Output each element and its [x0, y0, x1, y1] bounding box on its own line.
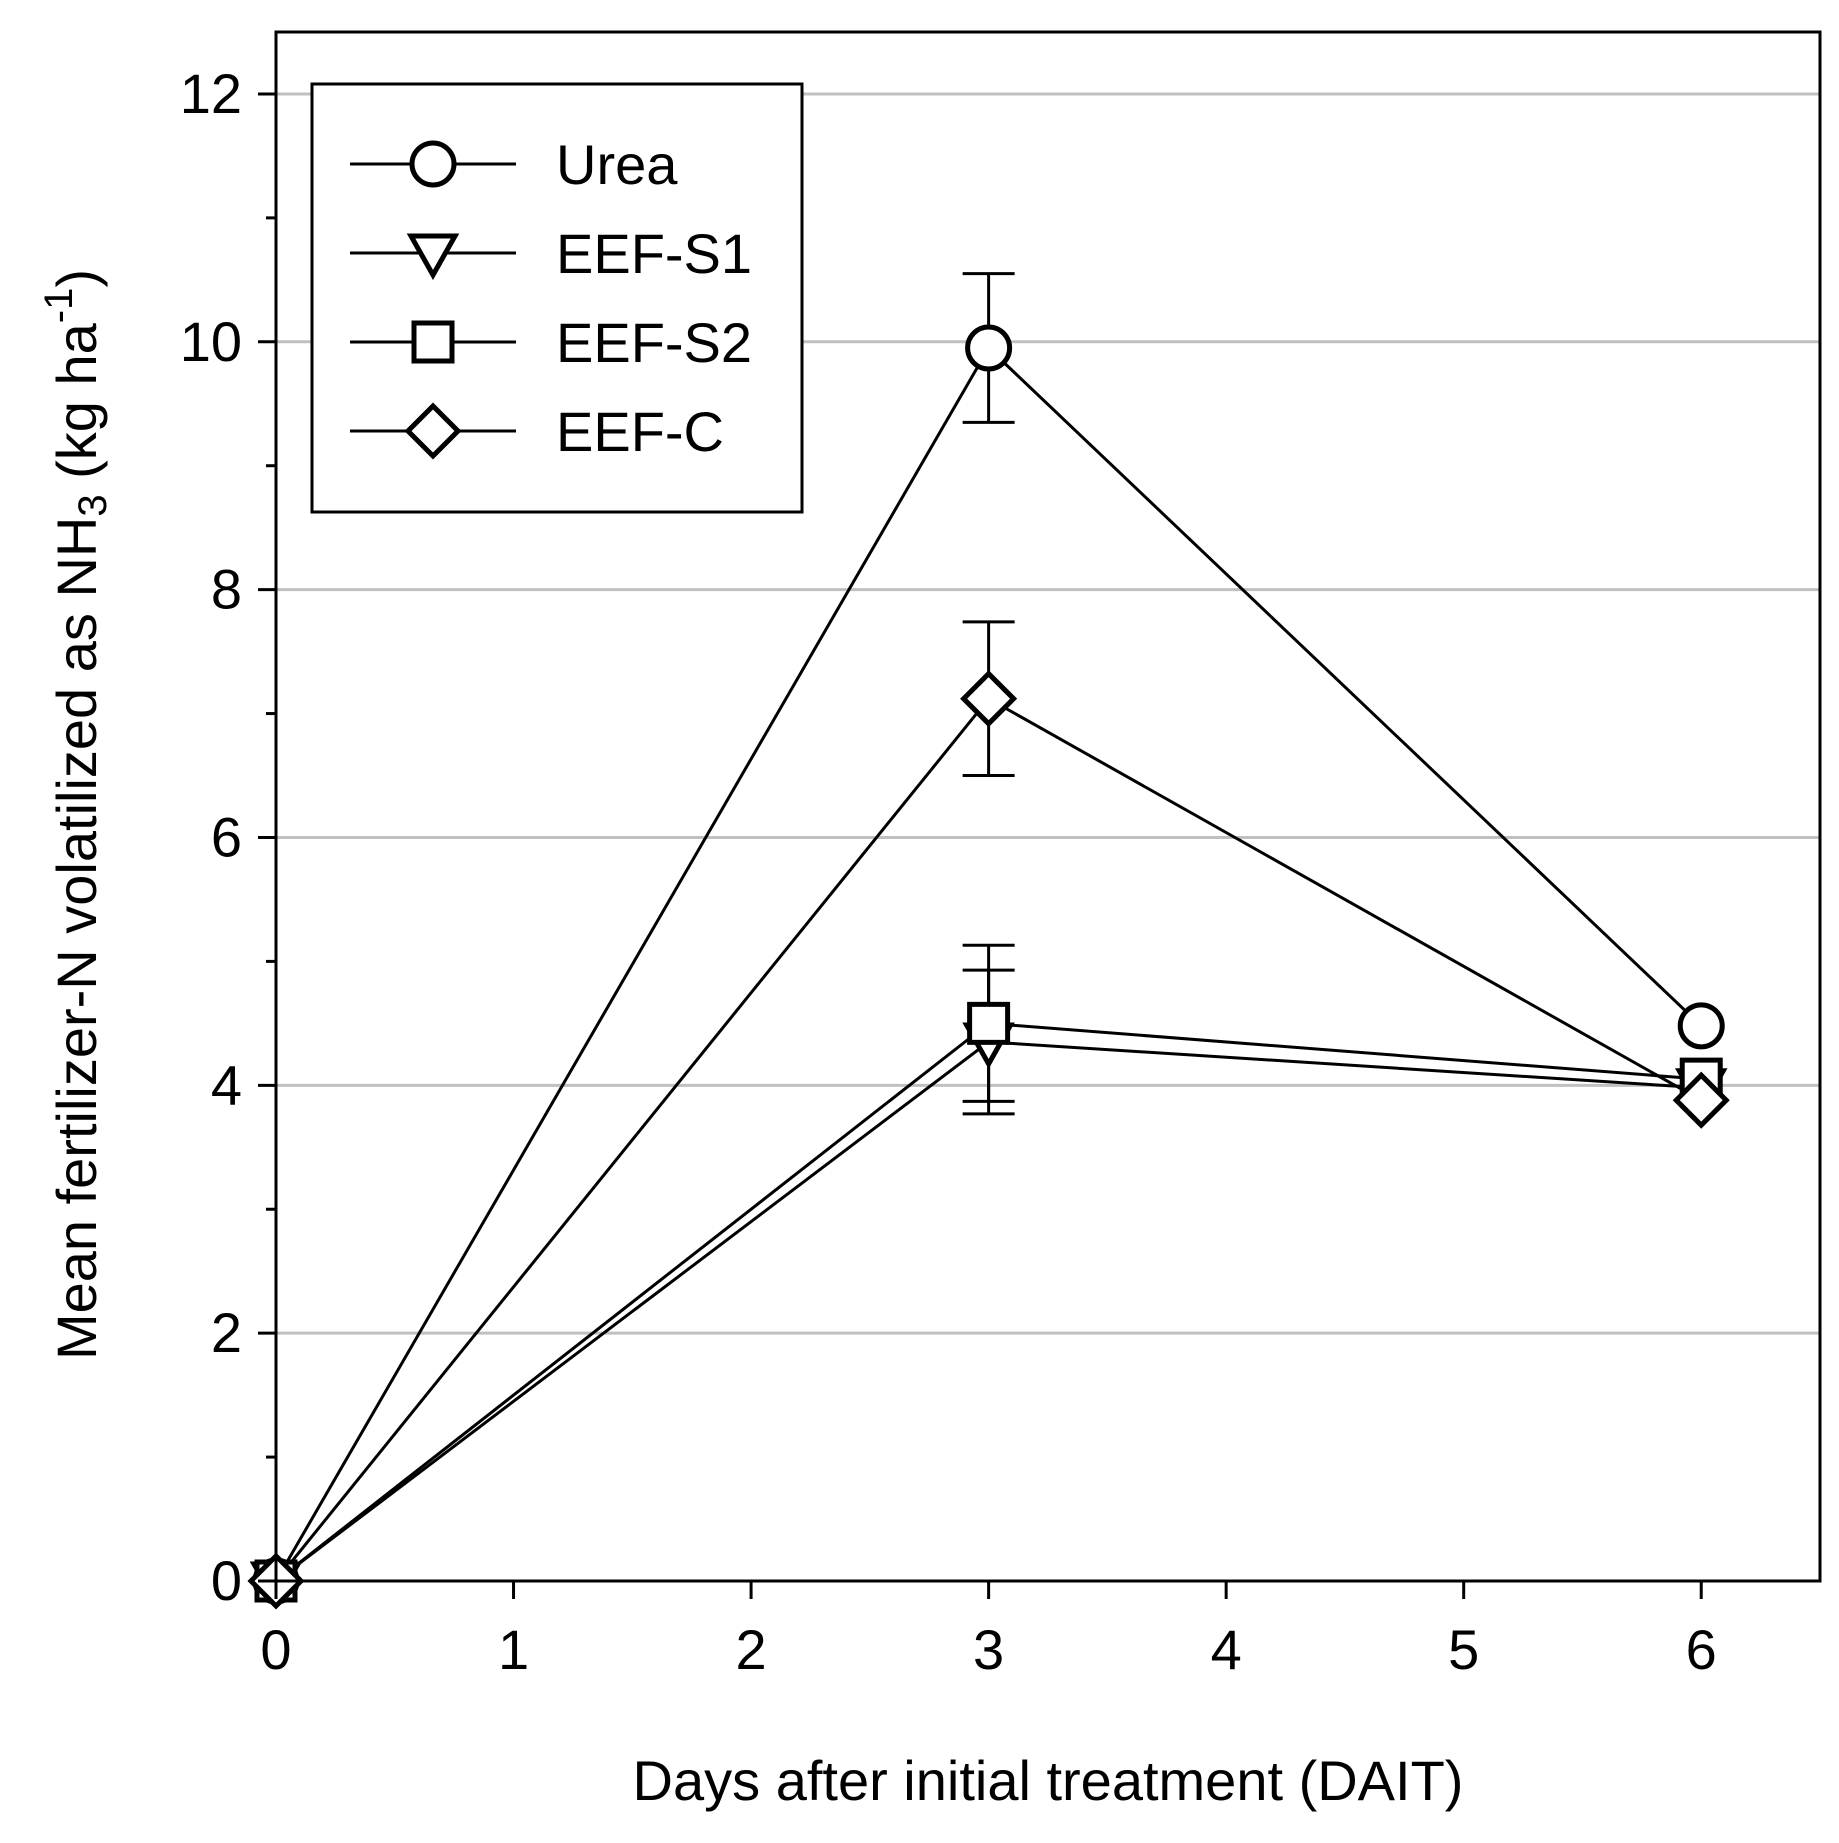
y-axis-title-unit-close: ): [45, 269, 108, 288]
legend-label-eef-s1: EEF-S1: [556, 222, 752, 285]
y-tick-label: 10: [180, 310, 242, 373]
series-line-eef-s1: [275, 1040, 1702, 1583]
legend-marker-eef-c: [404, 402, 462, 460]
legend-marker-eef-s1: [406, 233, 460, 281]
legend-label-eef-c: EEF-C: [556, 400, 724, 463]
x-tick-label: 1: [498, 1618, 529, 1681]
y-tick-label: 12: [180, 62, 242, 125]
y-axis-title: Mean fertilizer-N volatilized as NH3 (kg…: [37, 269, 115, 1360]
y-tick-label: 6: [211, 805, 242, 868]
y-axis-title-sub: 3: [71, 494, 115, 516]
data-point-eef-s2: [967, 1001, 1011, 1045]
x-tick-label: 0: [260, 1618, 291, 1681]
y-axis-title-unit-open: (kg ha: [45, 322, 108, 494]
plot-frame: [274, 30, 1822, 1583]
legend-label-urea: Urea: [556, 133, 678, 196]
legend-label-eef-s2: EEF-S2: [556, 311, 752, 374]
x-axis-title: Days after initial treatment (DAIT): [633, 1749, 1464, 1812]
x-tick-label: 2: [735, 1618, 766, 1681]
legend: Urea EEF-S1 EEF-S2 EEF-C: [310, 82, 804, 514]
y-tick-label: 0: [211, 1549, 242, 1612]
legend-marker-urea: [409, 140, 457, 188]
y-tick-label: 8: [211, 558, 242, 621]
y-tick-label: 2: [211, 1301, 242, 1364]
data-point-eef-c: [1672, 1071, 1730, 1129]
x-tick-label: 3: [973, 1618, 1004, 1681]
data-point-eef-c: [960, 670, 1018, 728]
legend-marker-eef-s2: [411, 320, 455, 364]
data-point-urea: [1677, 1002, 1725, 1050]
y-tick-label: 4: [211, 1053, 242, 1116]
legend-box: [310, 82, 804, 514]
data-point-urea: [965, 324, 1013, 372]
x-tick-label: 6: [1686, 1618, 1717, 1681]
series-line-eef-c: [274, 696, 1702, 1582]
x-tick-label: 5: [1448, 1618, 1479, 1681]
y-axis-title-sup: -1: [37, 288, 81, 324]
y-axis-title-main: Mean fertilizer-N volatilized as NH: [45, 517, 108, 1360]
x-tick-label: 4: [1211, 1618, 1242, 1681]
